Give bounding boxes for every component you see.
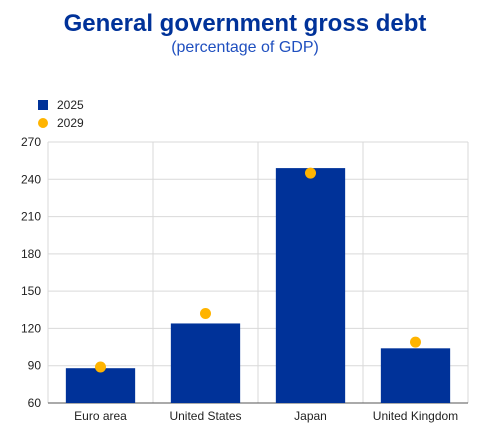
- y-tick-label: 240: [21, 172, 41, 186]
- chart-title: General government gross debt: [63, 10, 427, 37]
- dot-2029: [200, 308, 211, 320]
- y-tick-label: 270: [21, 135, 41, 149]
- bar-2025: [380, 348, 451, 403]
- dot-2029: [305, 167, 316, 179]
- bar-2025: [170, 323, 241, 403]
- legend-square-icon: [38, 100, 48, 110]
- y-tick-label: 90: [28, 359, 42, 373]
- legend-dot-icon: [38, 118, 48, 128]
- legend-item-2025: 2025: [38, 96, 84, 114]
- x-tick-label: Euro area: [74, 409, 127, 423]
- y-tick-label: 180: [21, 247, 41, 261]
- x-tick-label: United Kingdom: [373, 409, 458, 423]
- legend-label-2025: 2025: [57, 98, 84, 112]
- legend: 2025 2029: [38, 96, 84, 132]
- dot-2029: [410, 336, 421, 348]
- legend-item-2029: 2029: [38, 114, 84, 132]
- y-tick-label: 120: [21, 321, 41, 335]
- y-tick-label: 210: [21, 210, 41, 224]
- y-tick-label: 60: [28, 396, 42, 410]
- y-tick-label: 150: [21, 284, 41, 298]
- chart-subtitle: (percentage of GDP): [171, 39, 319, 56]
- x-tick-label: Japan: [294, 409, 327, 423]
- legend-label-2029: 2029: [57, 116, 84, 130]
- dot-2029: [95, 361, 106, 373]
- bar-2025: [65, 368, 136, 403]
- x-tick-label: United States: [169, 409, 241, 423]
- bar-2025: [275, 168, 346, 403]
